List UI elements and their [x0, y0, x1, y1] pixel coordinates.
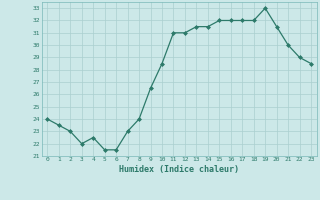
X-axis label: Humidex (Indice chaleur): Humidex (Indice chaleur) [119, 165, 239, 174]
